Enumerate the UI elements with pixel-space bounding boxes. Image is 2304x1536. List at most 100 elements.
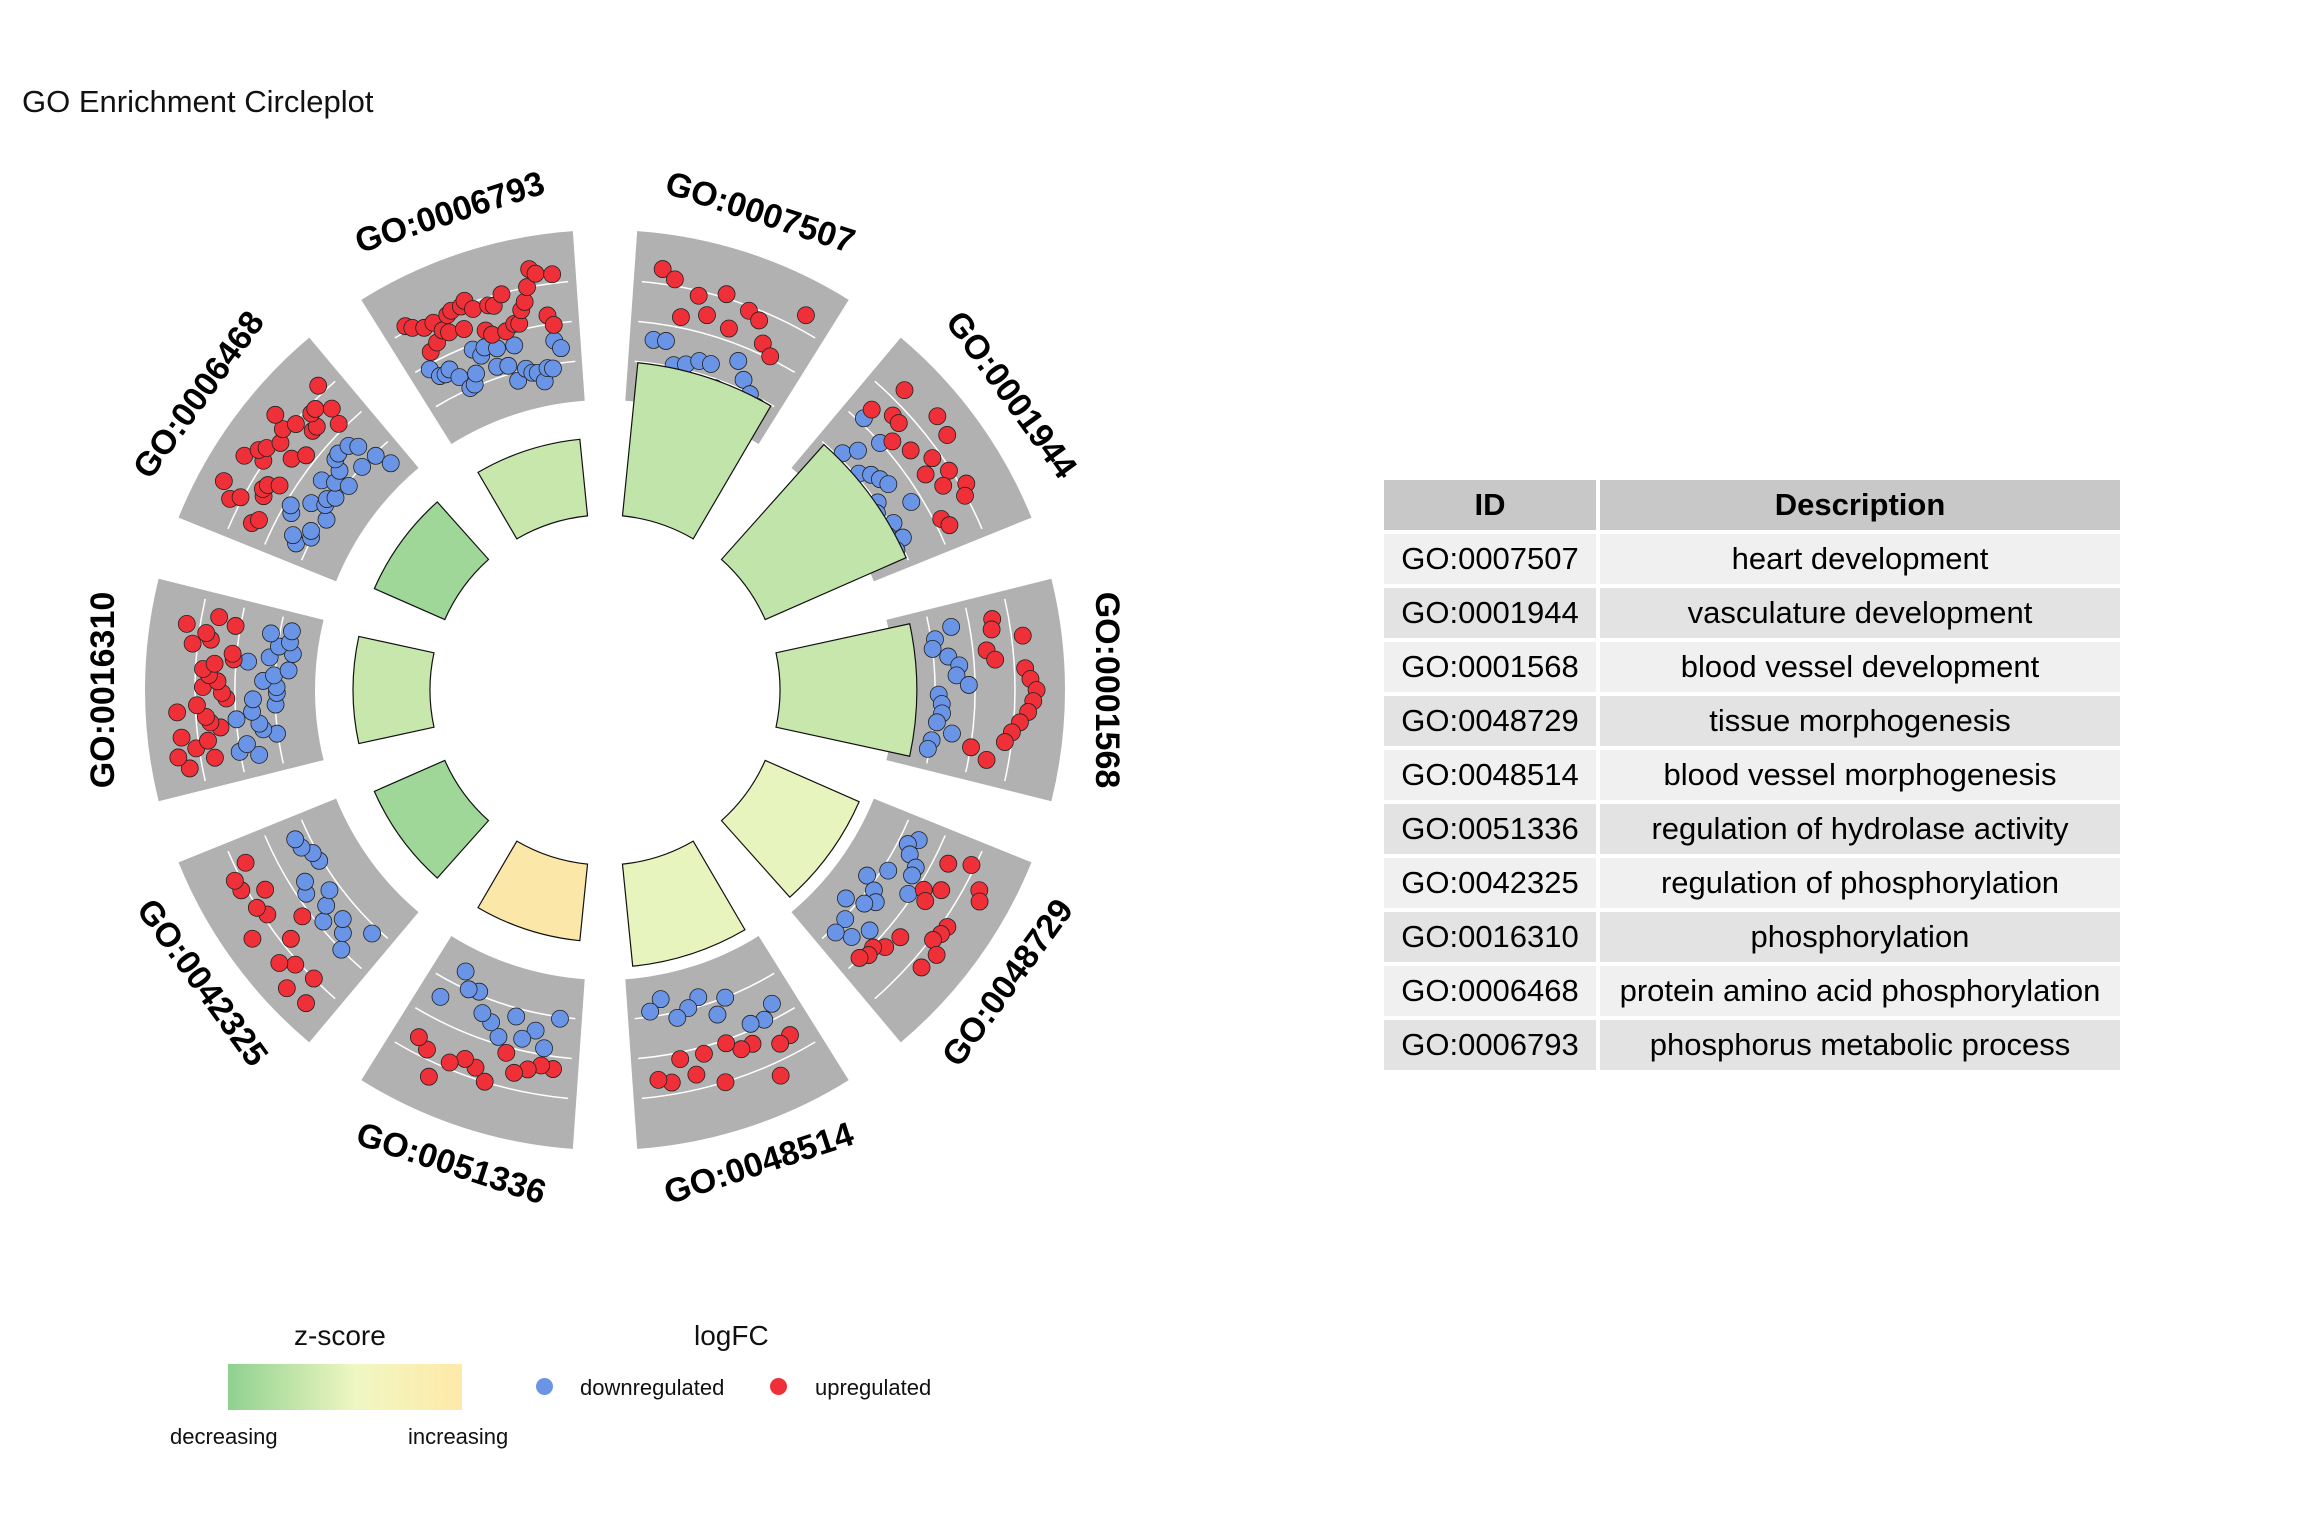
upregulated-point bbox=[717, 1034, 736, 1053]
go-term-segment bbox=[178, 759, 490, 1043]
upregulated-point bbox=[250, 511, 268, 529]
upregulated-point bbox=[455, 320, 473, 338]
table-cell-description: regulation of phosphorylation bbox=[1600, 858, 2120, 908]
zscore-gradient-bar bbox=[228, 1364, 462, 1410]
downregulated-point bbox=[283, 622, 301, 641]
upregulated-point bbox=[199, 731, 217, 750]
upregulated-point bbox=[270, 476, 289, 495]
go-term-label: GO:0016310 bbox=[84, 592, 122, 789]
downregulated-point bbox=[489, 1028, 508, 1046]
track-gridline bbox=[264, 410, 362, 545]
upregulated-legend-dot bbox=[770, 1378, 787, 1395]
go-term-segment bbox=[720, 759, 1032, 1043]
upregulated-point bbox=[464, 300, 482, 318]
zscore-bar bbox=[373, 759, 490, 879]
upregulated-point bbox=[716, 1073, 735, 1092]
downregulated-point bbox=[947, 666, 966, 685]
upregulated-point bbox=[177, 614, 196, 633]
table-header-id: ID bbox=[1384, 480, 1596, 530]
upregulated-point bbox=[214, 472, 233, 491]
upregulated-point bbox=[750, 311, 768, 330]
downregulated-point bbox=[858, 866, 876, 885]
upregulated-point bbox=[862, 400, 881, 419]
downregulated-point bbox=[459, 980, 478, 999]
zscore-bar bbox=[352, 635, 435, 745]
table-cell-id: GO:0048729 bbox=[1384, 696, 1596, 746]
upregulated-point bbox=[456, 1050, 474, 1068]
upregulated-point bbox=[982, 620, 1001, 639]
upregulated-point bbox=[188, 696, 206, 715]
upregulated-point bbox=[889, 414, 908, 432]
track-gridline bbox=[264, 835, 362, 970]
upregulated-point bbox=[306, 400, 325, 418]
go-term-segment bbox=[775, 578, 1065, 802]
zscore-legend-high: increasing bbox=[408, 1424, 509, 1449]
downregulated-point bbox=[763, 994, 781, 1013]
downregulated-point bbox=[860, 921, 879, 940]
upregulated-point bbox=[962, 738, 980, 757]
downregulated-point bbox=[456, 962, 475, 981]
go-term-table: ID Description GO:0007507 heart developme… bbox=[1380, 476, 2124, 1074]
table-cell-id: GO:0016310 bbox=[1384, 912, 1596, 962]
downregulated-point bbox=[535, 1039, 553, 1058]
downregulated-point bbox=[499, 356, 518, 375]
downregulated-point bbox=[552, 339, 570, 358]
upregulated-point bbox=[281, 929, 300, 948]
downregulated-point bbox=[526, 1021, 545, 1040]
downregulated-point bbox=[657, 332, 675, 350]
logfc-track bbox=[361, 935, 585, 1149]
zscore-bar bbox=[373, 501, 490, 621]
upregulated-point bbox=[850, 949, 869, 967]
table-row: GO:0001944 vasculature development bbox=[1384, 588, 2120, 638]
chart-title: GO Enrichment Circleplot bbox=[22, 84, 374, 119]
downregulated-point bbox=[923, 639, 942, 658]
upregulated-point bbox=[665, 270, 684, 289]
table-row: GO:0051336 regulation of hydrolase activi… bbox=[1384, 804, 2120, 854]
upregulated-point bbox=[934, 476, 953, 495]
table-row: GO:0048514 blood vessel morphogenesis bbox=[1384, 750, 2120, 800]
table-row: GO:0048729 tissue morphogenesis bbox=[1384, 696, 2120, 746]
upregulated-point bbox=[544, 315, 563, 334]
downregulated-point bbox=[513, 1029, 532, 1048]
upregulated-point bbox=[916, 892, 935, 910]
table-cell-description: protein amino acid phosphorylation bbox=[1600, 966, 2120, 1016]
upregulated-point bbox=[956, 486, 974, 505]
downregulated-point bbox=[702, 355, 720, 373]
upregulated-point bbox=[277, 979, 296, 998]
upregulated-point bbox=[895, 381, 914, 400]
upregulated-point bbox=[505, 1063, 523, 1082]
downregulated-point bbox=[333, 910, 352, 928]
table-cell-id: GO:0007507 bbox=[1384, 534, 1596, 584]
upregulated-point bbox=[172, 728, 191, 747]
upregulated-point bbox=[223, 644, 242, 663]
upregulated-point bbox=[938, 426, 957, 444]
downregulated-point bbox=[879, 475, 898, 494]
upregulated-point bbox=[297, 994, 315, 1013]
upregulated-legend-label: upregulated bbox=[815, 1375, 932, 1400]
upregulated-point bbox=[717, 285, 736, 304]
downregulated-point bbox=[332, 940, 351, 959]
downregulated-point bbox=[899, 884, 918, 903]
upregulated-point bbox=[927, 945, 946, 964]
downregulated-point bbox=[879, 861, 898, 880]
upregulated-point bbox=[924, 931, 942, 949]
upregulated-point bbox=[883, 432, 902, 451]
upregulated-point bbox=[671, 1050, 690, 1069]
go-term-segments bbox=[144, 231, 1065, 1149]
downregulated-point bbox=[320, 881, 339, 900]
downregulated-point bbox=[317, 896, 336, 915]
go-term-label: GO:0001568 bbox=[1088, 592, 1126, 789]
table-cell-description: vasculature development bbox=[1600, 588, 2120, 638]
downregulated-point bbox=[296, 872, 314, 891]
upregulated-point bbox=[266, 405, 285, 424]
upregulated-point bbox=[932, 881, 951, 900]
downregulated-point bbox=[842, 928, 861, 946]
upregulated-point bbox=[515, 292, 534, 311]
table-cell-id: GO:0051336 bbox=[1384, 804, 1596, 854]
upregulated-point bbox=[440, 1053, 459, 1072]
downregulated-point bbox=[902, 493, 921, 511]
upregulated-point bbox=[1013, 626, 1032, 645]
downregulated-point bbox=[959, 676, 978, 694]
upregulated-point bbox=[977, 751, 996, 769]
downregulated-point bbox=[708, 1005, 727, 1024]
